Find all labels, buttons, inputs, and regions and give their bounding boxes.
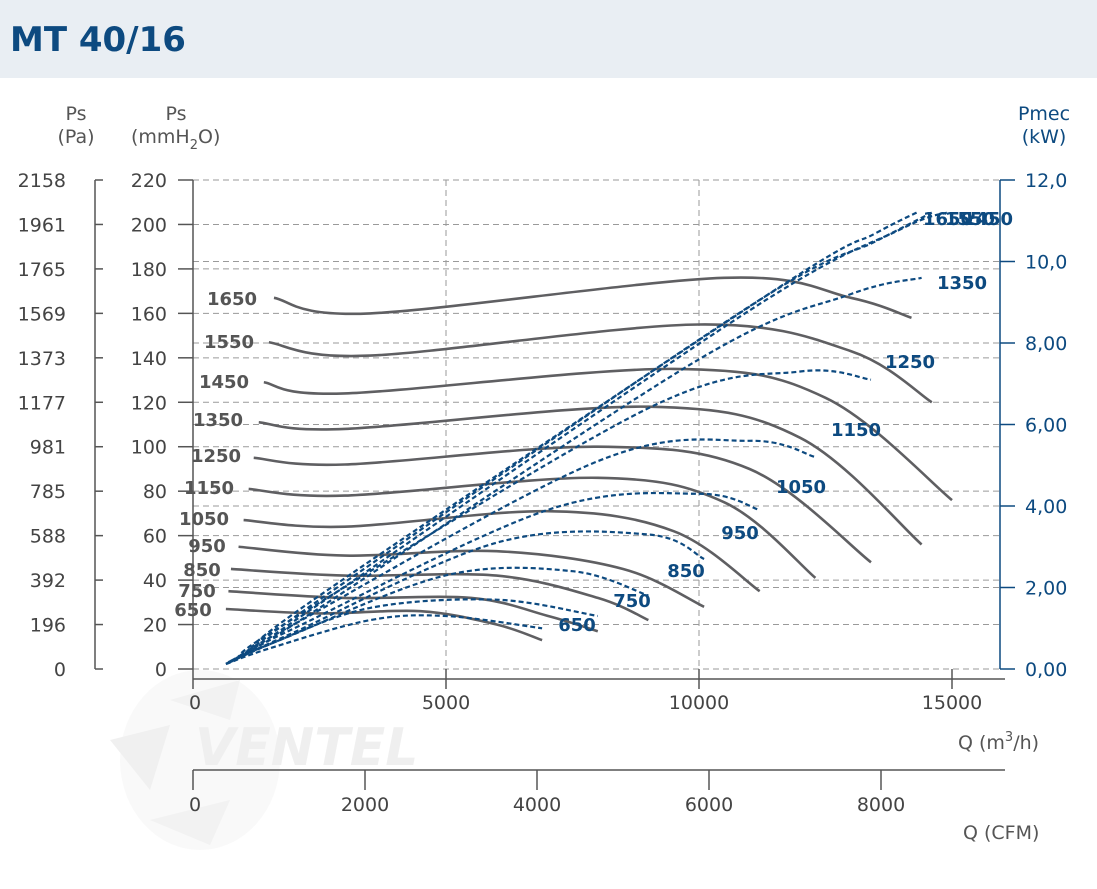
mm-tick-label: 60 — [143, 526, 167, 548]
power-label-1350: 1350 — [937, 273, 987, 294]
grid-lines — [193, 179, 1000, 670]
page-title: MT 40/16 — [10, 20, 186, 60]
power-label-1450: 1450 — [963, 209, 1013, 230]
cfm-tick-label: 4000 — [513, 794, 561, 816]
power-label-1650: 1650 — [923, 209, 973, 230]
kw-tick-label: 12,0 — [1025, 170, 1067, 192]
power-curve-850 — [227, 566, 649, 664]
pa-tick-label: 196 — [30, 615, 66, 637]
pressure-curve-1150 — [248, 476, 817, 579]
pa-tick-label: 0 — [54, 659, 66, 681]
pressure-curve-1650 — [273, 276, 912, 320]
mm-tick-label: 140 — [131, 348, 167, 370]
power-label-850: 850 — [667, 561, 705, 582]
pmec-title: Pmec — [1018, 103, 1070, 125]
mm-tick-label: 40 — [143, 570, 167, 592]
pa-tick-label: 588 — [30, 526, 66, 548]
mm-tick-label: 180 — [131, 259, 167, 281]
speed-label-1650: 1650 — [207, 289, 257, 310]
q-tick-label: 10000 — [669, 692, 729, 714]
pressure-curve-650 — [225, 607, 543, 642]
mm-tick-label: 20 — [143, 615, 167, 637]
power-curve-1250 — [235, 369, 872, 660]
header-bar: MT 40/16 — [0, 0, 1097, 78]
mm-tick-label: 160 — [131, 303, 167, 325]
ps-mm-title: Ps — [165, 103, 186, 125]
watermark-text: VENTEL — [195, 718, 418, 778]
pressure-curve-1550 — [268, 323, 933, 404]
pressure-curve-1450 — [263, 367, 953, 502]
kw-tick-label: 10,0 — [1025, 252, 1067, 274]
pa-tick-label: 2158 — [18, 170, 66, 192]
speed-label-950: 950 — [188, 536, 226, 557]
speed-label-1450: 1450 — [199, 372, 249, 393]
ps-mm-unit: (mmH2O) — [131, 126, 220, 153]
q-cfm-label: Q (CFM) — [963, 822, 1039, 844]
pa-tick-label: 1961 — [18, 214, 66, 236]
mm-tick-label: 200 — [131, 214, 167, 236]
curve-labels: 1650155014501350125011501050950850750650… — [174, 209, 1013, 636]
q-tick-label: 0 — [189, 692, 201, 714]
kw-tick-label: 0,00 — [1025, 659, 1067, 681]
speed-label-1550: 1550 — [204, 332, 254, 353]
pressure-curve-850 — [230, 567, 649, 622]
q-tick-label: 15000 — [922, 692, 982, 714]
power-label-1050: 1050 — [776, 477, 826, 498]
speed-label-1050: 1050 — [179, 509, 229, 530]
cfm-tick-label: 8000 — [857, 794, 905, 816]
q-tick-label: 5000 — [422, 692, 470, 714]
speed-label-1150: 1150 — [184, 478, 234, 499]
power-curve-1550 — [242, 211, 933, 657]
speed-label-850: 850 — [183, 560, 221, 581]
power-curve-1350 — [237, 276, 922, 659]
kw-tick-label: 6,00 — [1025, 415, 1067, 437]
kw-tick-label: 2,00 — [1025, 578, 1067, 600]
q-m3h-label: Q (m3/h) — [958, 730, 1039, 754]
speed-label-1250: 1250 — [191, 446, 241, 467]
kw-tick-label: 4,00 — [1025, 496, 1067, 518]
power-curve-650 — [225, 614, 543, 666]
mm-tick-label: 220 — [131, 170, 167, 192]
power-curve-1650 — [245, 211, 918, 656]
power-label-950: 950 — [721, 523, 759, 544]
pmec-unit: (kW) — [1022, 126, 1067, 148]
axes: 0 196 392 588 785 981 1177 1373 1569 1765 1961 2158… — [18, 170, 1068, 816]
power-label-1150: 1150 — [831, 420, 881, 441]
power-label-1550: 1550 — [945, 209, 995, 230]
pa-tick-label: 785 — [30, 481, 66, 503]
power-curve-1050 — [230, 491, 761, 662]
pa-tick-label: 392 — [30, 570, 66, 592]
pressure-curve-1350 — [258, 405, 923, 546]
mm-tick-label: 0 — [155, 659, 167, 681]
power-label-1250: 1250 — [885, 352, 935, 373]
watermark-fan-icon: VENTEL — [110, 670, 418, 850]
pa-tick-label: 981 — [30, 437, 66, 459]
power-label-650: 650 — [558, 615, 596, 636]
pressure-curve-1250 — [253, 445, 872, 564]
speed-label-650: 650 — [174, 600, 212, 621]
kw-tick-label: 8,00 — [1025, 333, 1067, 355]
power-curves — [225, 211, 948, 666]
pa-tick-label: 1177 — [18, 392, 66, 414]
power-curve-950 — [227, 530, 705, 664]
pressure-curves — [225, 276, 953, 642]
speed-label-750: 750 — [178, 581, 216, 602]
power-label-750: 750 — [613, 591, 651, 612]
ps-pa-unit: (Pa) — [57, 126, 94, 148]
mm-tick-label: 80 — [143, 481, 167, 503]
power-curve-750 — [225, 598, 598, 665]
pa-tick-label: 1765 — [18, 259, 66, 281]
cfm-tick-label: 2000 — [341, 794, 389, 816]
pressure-curve-750 — [228, 589, 599, 633]
ps-pa-title: Ps — [65, 103, 86, 125]
cfm-tick-label: 0 — [189, 794, 201, 816]
pa-tick-label: 1569 — [18, 303, 66, 325]
speed-label-1350: 1350 — [193, 410, 243, 431]
pa-tick-label: 1373 — [18, 348, 66, 370]
pressure-curve-950 — [238, 545, 705, 608]
cfm-tick-label: 6000 — [685, 794, 733, 816]
mm-tick-label: 120 — [131, 392, 167, 414]
mm-tick-label: 100 — [131, 437, 167, 459]
